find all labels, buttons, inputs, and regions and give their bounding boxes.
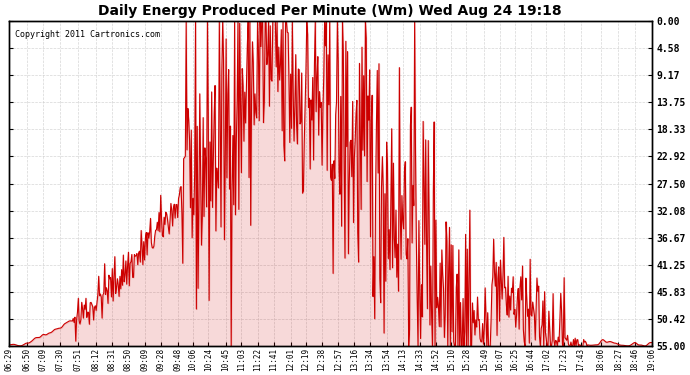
Title: Daily Energy Produced Per Minute (Wm) Wed Aug 24 19:18: Daily Energy Produced Per Minute (Wm) We… bbox=[98, 4, 562, 18]
Text: Copyright 2011 Cartronics.com: Copyright 2011 Cartronics.com bbox=[15, 30, 160, 39]
